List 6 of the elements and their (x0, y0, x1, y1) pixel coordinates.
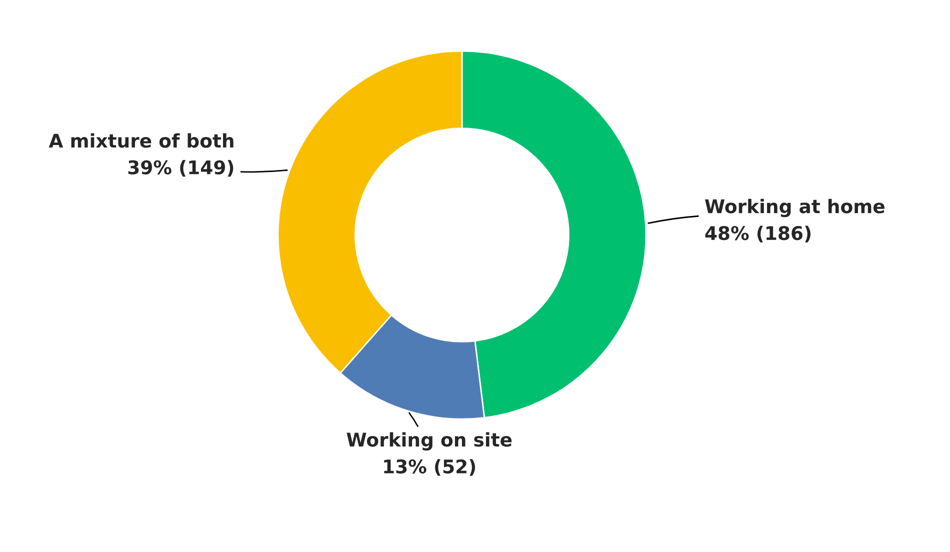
slice-label: Working on site (346, 432, 512, 450)
slice-label: Working at home (704, 198, 884, 218)
data-label: 48% (186) (705, 226, 811, 242)
slice-label: A mixture of both (48, 133, 234, 148)
data-label: 13% (52) (384, 459, 476, 476)
data-label: 39% (149) (128, 160, 234, 177)
